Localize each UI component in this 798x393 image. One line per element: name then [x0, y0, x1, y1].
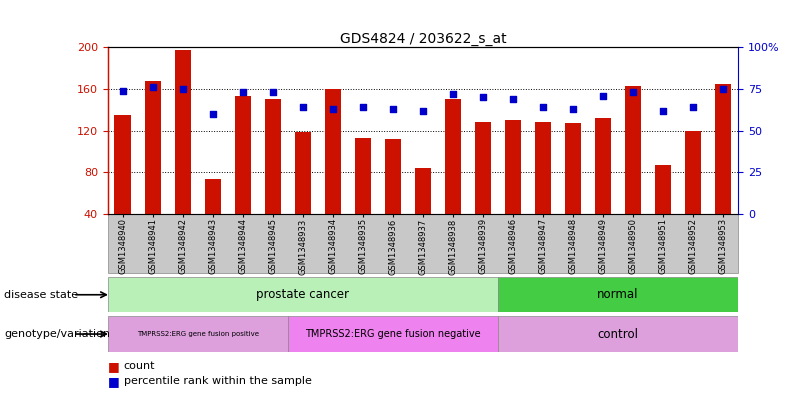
Bar: [475, 122, 492, 214]
Bar: [204, 179, 221, 214]
Point: [447, 91, 460, 97]
Bar: [108, 277, 498, 312]
Text: control: control: [598, 327, 638, 341]
Bar: [108, 316, 288, 352]
Text: normal: normal: [598, 288, 639, 301]
Text: TMPRSS2:ERG gene fusion positive: TMPRSS2:ERG gene fusion positive: [136, 331, 259, 337]
Bar: [265, 99, 281, 214]
Bar: [325, 89, 341, 214]
Bar: [565, 123, 581, 214]
Point: [146, 84, 159, 90]
Bar: [498, 277, 738, 312]
Bar: [415, 168, 431, 214]
Point: [236, 89, 249, 95]
Point: [357, 104, 369, 110]
Bar: [144, 81, 161, 214]
Text: genotype/variation: genotype/variation: [4, 329, 110, 339]
Text: ■: ■: [108, 360, 120, 373]
Point: [326, 106, 339, 112]
Point: [417, 107, 429, 114]
Point: [657, 107, 670, 114]
Text: percentile rank within the sample: percentile rank within the sample: [124, 376, 311, 386]
Bar: [235, 96, 251, 214]
Bar: [535, 122, 551, 214]
Bar: [288, 316, 498, 352]
Point: [717, 86, 729, 92]
Bar: [715, 84, 732, 214]
Point: [626, 89, 639, 95]
Point: [386, 106, 399, 112]
Point: [597, 92, 610, 99]
Text: count: count: [124, 361, 155, 371]
Point: [117, 87, 129, 94]
Point: [267, 89, 279, 95]
Bar: [175, 50, 191, 214]
Point: [687, 104, 700, 110]
Bar: [114, 115, 131, 214]
Bar: [595, 118, 611, 214]
Text: disease state: disease state: [4, 290, 78, 300]
Text: prostate cancer: prostate cancer: [256, 288, 350, 301]
Bar: [354, 138, 371, 214]
Bar: [625, 86, 642, 214]
Point: [536, 104, 549, 110]
Title: GDS4824 / 203622_s_at: GDS4824 / 203622_s_at: [340, 32, 506, 46]
Bar: [505, 120, 521, 214]
Text: TMPRSS2:ERG gene fusion negative: TMPRSS2:ERG gene fusion negative: [305, 329, 480, 339]
Bar: [655, 165, 671, 214]
Point: [476, 94, 489, 101]
Text: ■: ■: [108, 375, 120, 388]
Point: [297, 104, 310, 110]
Bar: [444, 99, 461, 214]
Point: [567, 106, 579, 112]
Point: [176, 86, 189, 92]
Bar: [685, 130, 701, 214]
Bar: [498, 316, 738, 352]
Bar: [385, 139, 401, 214]
Point: [507, 96, 519, 102]
Point: [207, 111, 219, 117]
Bar: [294, 132, 311, 214]
